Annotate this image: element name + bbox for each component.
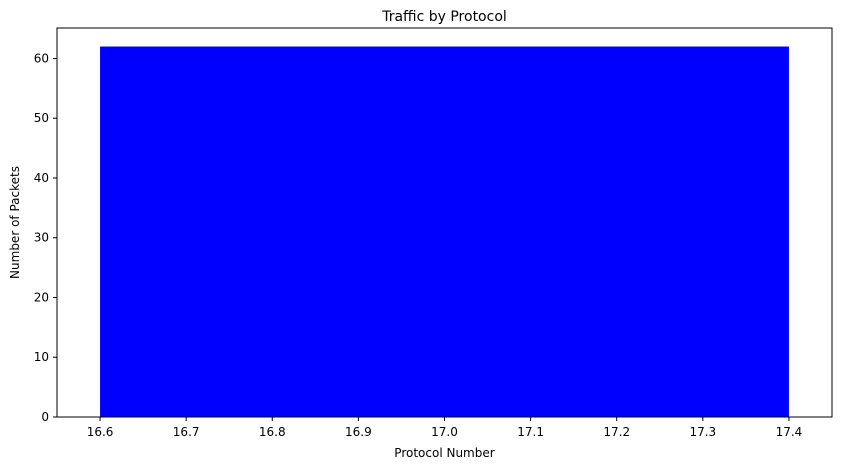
y-tick-label: 40 — [34, 171, 49, 185]
x-tick-label: 16.9 — [345, 425, 372, 439]
x-tick-label: 17.0 — [431, 425, 458, 439]
y-tick-label: 10 — [34, 350, 49, 364]
y-tick-label: 60 — [34, 51, 49, 65]
x-axis-ticks: 16.6 16.7 16.8 16.9 17.0 17.1 17.2 17.3 17.4 — [87, 417, 803, 439]
x-tick-label: 16.6 — [87, 425, 114, 439]
y-tick-label: 30 — [34, 231, 49, 245]
x-tick-label: 16.8 — [259, 425, 286, 439]
y-axis-ticks: 0 10 20 30 40 50 60 — [34, 51, 57, 424]
y-axis-title: Number of Packets — [8, 166, 22, 279]
x-tick-label: 17.1 — [517, 425, 544, 439]
x-tick-label: 17.4 — [776, 425, 803, 439]
bar-0 — [100, 46, 789, 418]
plot-marks — [100, 46, 789, 418]
y-tick-label: 20 — [34, 290, 49, 304]
x-tick-label: 17.3 — [689, 425, 716, 439]
x-tick-label: 16.7 — [173, 425, 200, 439]
x-axis-title: Protocol Number — [394, 446, 494, 460]
y-tick-label: 50 — [34, 111, 49, 125]
y-tick-label: 0 — [41, 410, 49, 424]
x-tick-label: 17.2 — [603, 425, 630, 439]
chart-title: Traffic by Protocol — [381, 9, 507, 25]
